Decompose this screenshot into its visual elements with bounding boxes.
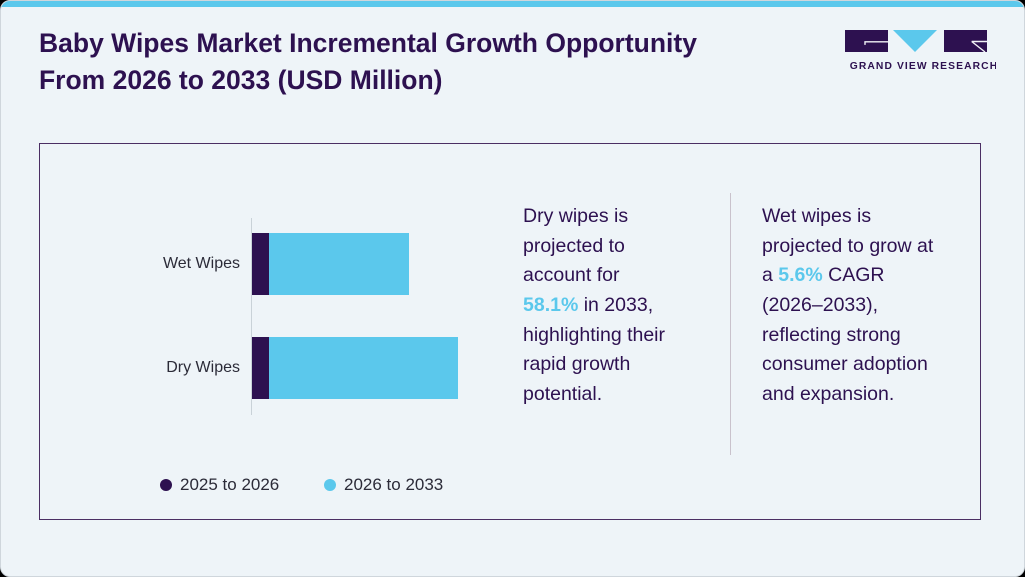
svg-text:GRAND VIEW RESEARCH: GRAND VIEW RESEARCH bbox=[850, 61, 996, 72]
